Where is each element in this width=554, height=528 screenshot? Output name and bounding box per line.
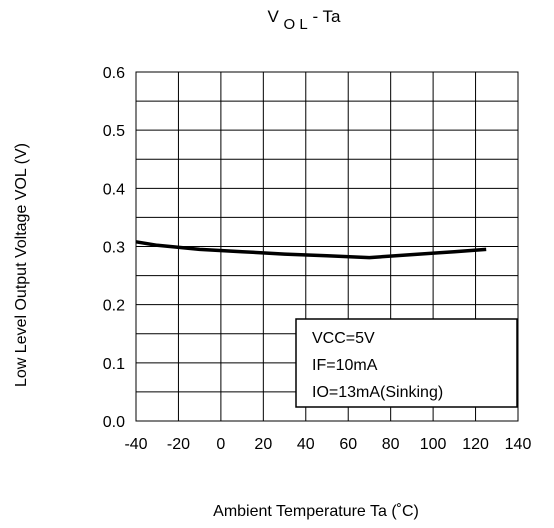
chart-title: V O L - Ta xyxy=(267,7,341,33)
x-tick-label: 20 xyxy=(254,436,272,453)
chart-title-main: V xyxy=(267,7,279,26)
x-tick-label: 100 xyxy=(420,436,447,453)
annotation-line: VCC=5V xyxy=(312,330,375,347)
plot-frame xyxy=(135,71,519,422)
y-tick-label: 0.6 xyxy=(103,65,125,82)
y-tick-label: 0.0 xyxy=(103,414,125,431)
x-tick-label: -20 xyxy=(167,436,190,453)
x-tick-label: 60 xyxy=(339,436,357,453)
annotation-line: IF=10mA xyxy=(312,357,378,374)
annotation-box: VCC=5V IF=10mA IO=13mA(Sinking) xyxy=(295,318,518,408)
x-tick-label: 140 xyxy=(505,436,532,453)
x-tick-labels: -40 -20 0 20 40 60 80 100 120 140 xyxy=(124,436,531,453)
y-tick-label: 0.3 xyxy=(103,240,125,257)
x-tick-label: -40 xyxy=(124,436,147,453)
x-axis-label: Ambient Temperature Ta (˚C) xyxy=(213,503,419,520)
y-tick-label: 0.4 xyxy=(103,181,125,198)
series-line xyxy=(135,240,487,260)
x-tick-label: 0 xyxy=(216,436,225,453)
y-axis-label: Low Level Output Voltage VOL (V) xyxy=(13,143,30,387)
y-tick-label: 0.5 xyxy=(103,123,125,140)
x-tick-label: 40 xyxy=(297,436,315,453)
y-tick-label: 0.2 xyxy=(103,298,125,315)
chart-title-rest: - Ta xyxy=(312,7,341,26)
x-tick-label: 120 xyxy=(462,436,489,453)
y-tick-labels: 0.0 0.1 0.2 0.3 0.4 0.5 0.6 xyxy=(103,65,125,431)
x-tick-label: 80 xyxy=(382,436,400,453)
chart-title-subscript: O L xyxy=(284,16,308,33)
y-tick-label: 0.1 xyxy=(103,356,125,373)
annotation-box-frame xyxy=(295,318,518,408)
annotation-line: IO=13mA(Sinking) xyxy=(312,384,443,401)
series-layer xyxy=(135,240,487,260)
